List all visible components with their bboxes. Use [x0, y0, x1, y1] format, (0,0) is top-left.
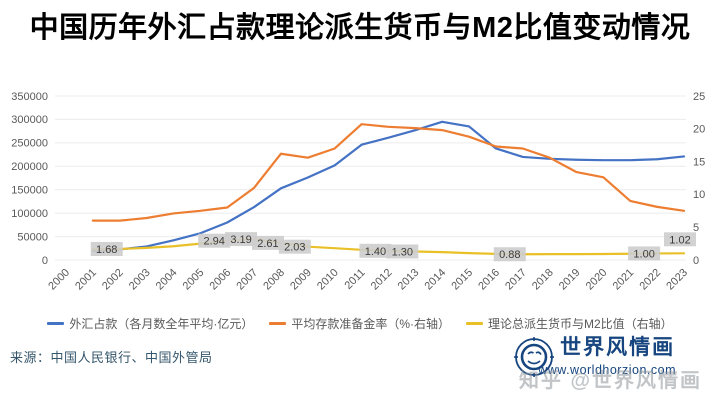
legend-marker-yellow-icon: [466, 322, 483, 325]
x-axis-year-label: 2007: [234, 267, 260, 293]
logo-name: 世界风情画: [560, 336, 676, 359]
x-axis-year-label: 2000: [46, 267, 72, 293]
y-axis-left-label: 200000: [11, 161, 48, 173]
chart-legend: 外汇占款（各月数全年平均·亿元） 平均存款准备金率（%·右轴） 理论总派生货币与…: [0, 315, 720, 332]
y-axis-right-label: 25: [693, 91, 705, 103]
legend-item-m2-ratio: 理论总派生货币与M2比值（右轴）: [466, 315, 673, 332]
chart-title: 中国历年外汇占款理论派生货币与M2比值变动情况: [29, 12, 691, 44]
x-axis-year-label: 2012: [369, 267, 395, 293]
data-label-value: 1.02: [669, 234, 690, 246]
x-axis-year-label: 2020: [584, 267, 610, 293]
data-label-box: [225, 232, 258, 247]
x-axis-year-label: 2022: [637, 267, 663, 293]
data-label-value: 2.61: [257, 238, 278, 250]
x-axis-year-label: 2011: [342, 267, 367, 292]
data-label-box: [198, 233, 231, 248]
y-axis-left-label: 50000: [17, 231, 48, 243]
legend-item-reserve-ratio: 平均存款准备金率（%·右轴）: [269, 315, 450, 332]
y-axis-left-label: 0: [42, 255, 48, 267]
compass-globe-icon: [514, 337, 555, 377]
logo-text-block: 世界风情画 www.worldhorzion.com: [538, 336, 676, 377]
x-axis-year-label: 2015: [449, 267, 475, 293]
x-axis-year-label: 2019: [557, 267, 583, 293]
data-label-box: [664, 232, 696, 247]
y-axis-left-label: 350000: [11, 91, 48, 103]
legend-label: 外汇占款（各月数全年平均·亿元）: [69, 317, 254, 331]
data-label-box: [628, 246, 661, 261]
legend-label: 理论总派生货币与M2比值（右轴）: [488, 317, 673, 331]
x-axis-year-label: 2021: [611, 267, 637, 293]
x-axis-year-label: 2018: [530, 267, 556, 293]
y-axis-left-label: 300000: [11, 114, 48, 126]
data-label-box: [278, 239, 311, 254]
data-label-value: 3.19: [230, 234, 251, 246]
data-label-value: 0.88: [499, 249, 520, 261]
x-axis-year-label: 2008: [261, 267, 287, 293]
x-axis-year-label: 2004: [154, 267, 180, 293]
source-text: 来源：中国人民银行、中国外管局: [10, 350, 213, 365]
legend-label: 平均存款准备金率（%·右轴）: [291, 317, 450, 331]
data-label-value: 2.03: [284, 242, 305, 254]
legend-marker-orange-icon: [269, 322, 287, 325]
y-axis-right-label: 5: [693, 222, 699, 234]
brand-logo: 世界风情画 www.worldhorzion.com: [513, 336, 676, 378]
x-axis-year-label: 2016: [476, 267, 502, 293]
y-axis-left-label: 150000: [11, 185, 48, 197]
data-label-value: 1.30: [392, 246, 413, 258]
data-label-box: [493, 247, 526, 262]
data-label-value: 2.94: [204, 236, 225, 248]
data-label-box: [386, 244, 419, 259]
x-axis-year-label: 2013: [396, 267, 422, 293]
series-line-1: [91, 123, 686, 222]
x-axis-year-label: 2010: [315, 267, 341, 293]
x-axis-year-label: 2014: [422, 267, 448, 293]
x-axis-year-label: 2009: [288, 267, 314, 293]
series-line-0: [91, 120, 686, 253]
legend-item-fx-holdings: 外汇占款（各月数全年平均·亿元）: [47, 315, 253, 332]
data-label-value: 1.40: [365, 246, 386, 258]
x-axis-year-label: 2017: [503, 267, 529, 293]
legend-marker-blue-icon: [47, 322, 65, 325]
data-label-box: [251, 235, 284, 250]
data-label-box: [90, 241, 123, 256]
x-axis-year-label: 2005: [181, 267, 207, 293]
y-axis-right-label: 20: [693, 124, 705, 136]
data-label-value: 1.00: [633, 248, 654, 260]
x-axis-year-label: 2006: [208, 267, 234, 293]
x-axis-year-label: 2003: [127, 267, 153, 293]
data-label-box: [359, 243, 392, 258]
y-axis-right-label: 15: [693, 156, 705, 168]
x-axis-year-label: 2023: [664, 267, 690, 293]
logo-url: www.worldhorzion.com: [538, 363, 676, 377]
y-axis-right-label: 10: [693, 189, 705, 201]
data-label-value: 1.68: [96, 244, 117, 256]
y-axis-right-label: 0: [693, 255, 699, 267]
y-axis-left-label: 100000: [11, 208, 48, 220]
line-chart: 0 50000 100000 150000 200000 250000 300000 3500…: [11, 91, 705, 293]
y-axis-left-label: 250000: [11, 138, 48, 150]
x-axis-year-label: 2002: [100, 267, 126, 293]
x-axis-year-label: 2001: [73, 267, 99, 293]
watermark-text: 知乎 @世界风情画: [518, 370, 702, 392]
